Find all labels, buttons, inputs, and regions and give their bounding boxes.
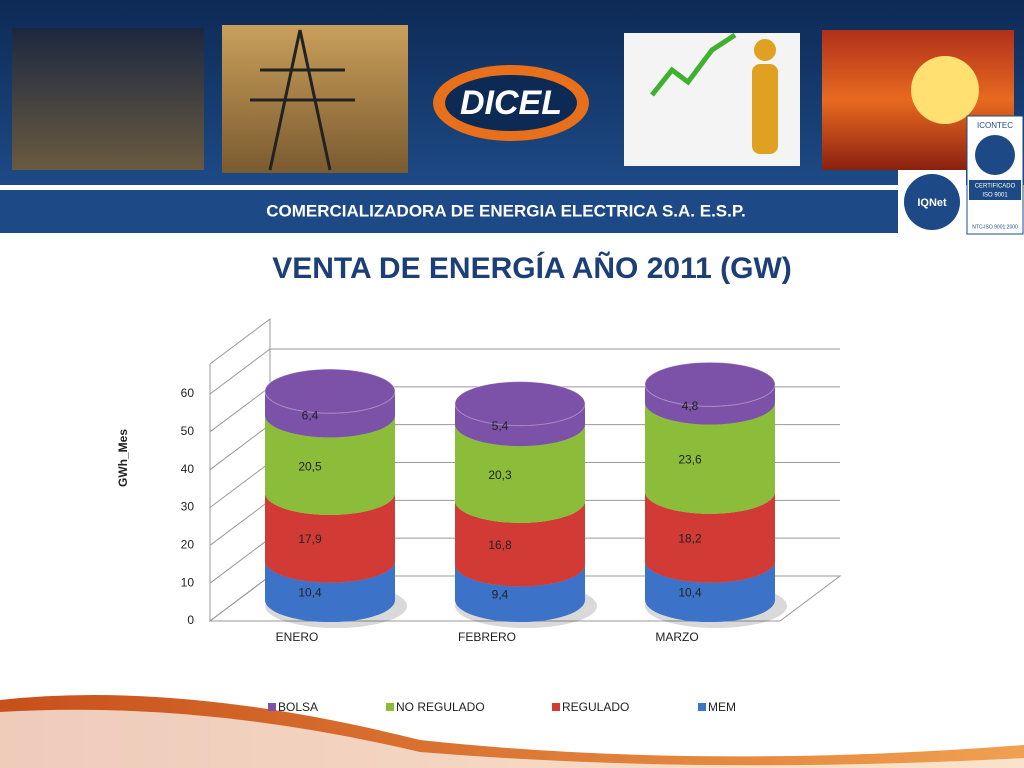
iqnet-text: IQNet [917, 197, 947, 209]
value-label: 10,4 [678, 586, 702, 600]
company-band [0, 190, 900, 233]
segment-shade [455, 403, 585, 447]
presenter-body [752, 64, 778, 154]
segment-shade [645, 560, 775, 622]
value-label: 18,2 [678, 532, 702, 546]
x-tick-label: MARZO [655, 630, 698, 644]
iqnet-seal [904, 174, 960, 230]
value-label: 23,6 [678, 453, 702, 467]
segment-shade [645, 402, 775, 514]
back-wall [209, 318, 271, 622]
sun [911, 56, 979, 124]
segment-shade [265, 492, 395, 583]
bar-cap [454, 381, 586, 427]
legend-label: REGULADO [562, 700, 629, 714]
cert-band [969, 180, 1021, 200]
y-tick-label: 0 [187, 613, 194, 627]
legend-swatch [386, 703, 394, 711]
y-tick-label: 10 [181, 575, 195, 589]
value-label: 5,4 [492, 419, 509, 433]
segment-shade [455, 564, 585, 622]
segment-shade [645, 384, 775, 425]
legend-swatch [268, 703, 276, 711]
value-label: 20,3 [488, 468, 512, 482]
bar-cap [264, 368, 396, 414]
value-label: 4,8 [682, 399, 699, 413]
value-label: 6,4 [302, 409, 319, 423]
value-label: 20,5 [298, 460, 322, 474]
bottom-swoosh-light [0, 709, 1024, 768]
company-name: COMERCIALIZADORA DE ENERGIA ELECTRICA S.… [266, 201, 746, 220]
legend-swatch [552, 703, 560, 711]
segment-shade [265, 560, 395, 622]
segment-shade [265, 391, 395, 438]
x-tick-label: ENERO [276, 630, 319, 644]
y-tick-label: 30 [181, 500, 195, 514]
icontec-seal [975, 135, 1015, 175]
logo-text: DICEL [460, 84, 562, 122]
segment-shade [645, 491, 775, 583]
bar-cap [644, 361, 776, 407]
legend-swatch [698, 703, 706, 711]
presenter-head [754, 39, 776, 61]
plot: 0 10 20 30 40 50 60 ENERO FEBRERO MARZO 10,4 17,9 20… [181, 318, 842, 714]
y-tick-label: 50 [181, 424, 195, 438]
value-label: 10,4 [298, 586, 322, 600]
y-tick-label: 60 [181, 386, 195, 400]
y-tick-label: 20 [181, 538, 195, 552]
y-axis-title: GWh_Mes [116, 429, 130, 487]
y-tick-label: 40 [181, 462, 195, 476]
value-label: 16,8 [488, 538, 512, 552]
ntc-text: NTC-ISO 9001:2000 [972, 224, 1018, 230]
value-label: 9,4 [492, 588, 509, 602]
chart-title: VENTA DE ENERGÍA AÑO 2011 (GW) [272, 251, 792, 285]
cert-text: CERTIFICADO [975, 184, 1016, 190]
segment-shade [455, 500, 585, 587]
legend-label: MEM [708, 700, 736, 714]
segment-shade [455, 424, 585, 523]
iso-text: ISO 9001 [982, 193, 1008, 199]
icontec-text: ICONTEC [977, 121, 1013, 130]
city-image [12, 28, 204, 170]
segment-shade [265, 415, 395, 515]
tower-lines [250, 29, 355, 171]
header-divider [0, 186, 1024, 190]
grid-line [209, 348, 840, 395]
presenter-arrow [650, 32, 737, 97]
legend-label: BOLSA [278, 700, 318, 714]
value-label: 17,9 [298, 532, 322, 546]
x-tick-label: FEBRERO [458, 630, 516, 644]
legend-label: NO REGULADO [396, 700, 485, 714]
logo-inner [445, 75, 577, 131]
